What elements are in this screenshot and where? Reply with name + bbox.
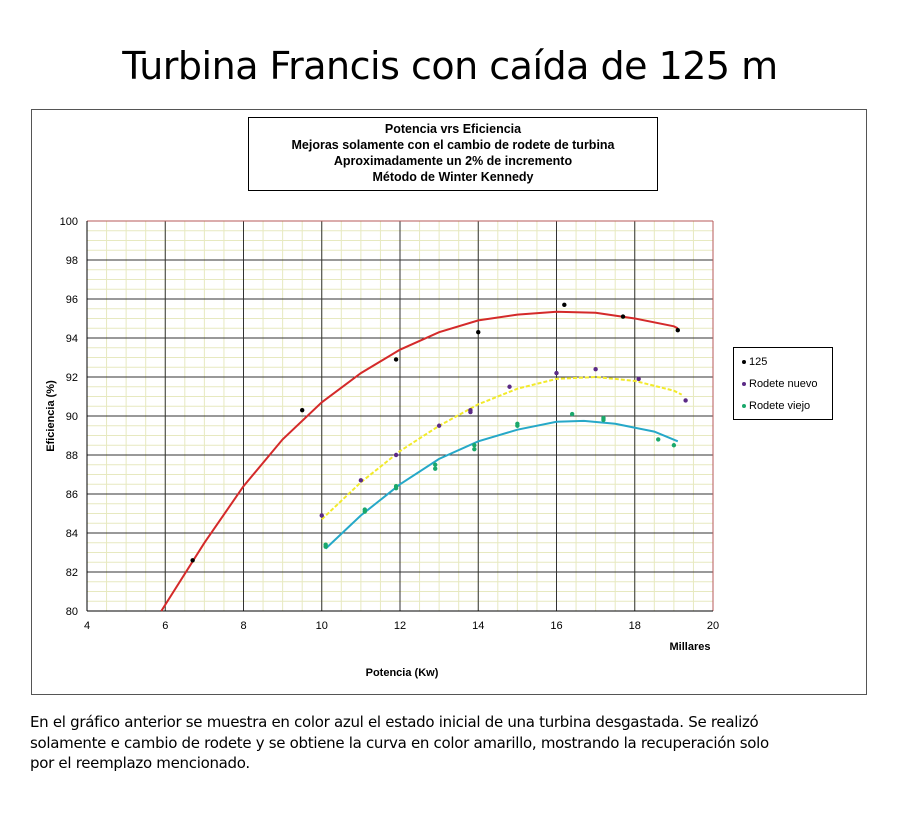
y-tick-label: 80 xyxy=(66,606,78,618)
trend-line-rodete-nuevo xyxy=(321,375,683,521)
x-tick-label: 4 xyxy=(84,620,90,632)
data-point-125 xyxy=(562,302,567,308)
y-tick-label: 100 xyxy=(60,216,78,228)
data-point-rodete-nuevo xyxy=(507,384,512,389)
x-tick-label: 6 xyxy=(162,620,168,632)
y-tick-label: 98 xyxy=(66,255,78,267)
legend-marker-icon xyxy=(742,382,746,387)
data-point-rodete-viejo xyxy=(433,462,438,467)
data-point-125 xyxy=(190,558,195,563)
x-tick-label: 8 xyxy=(240,620,246,632)
legend-marker-icon xyxy=(742,404,746,409)
caption-line-1: En el gráfico anterior se muestra en col… xyxy=(30,713,759,731)
data-point-rodete-viejo xyxy=(323,544,328,549)
chart-legend: 125 Rodete nuevo Rodete viejo xyxy=(733,347,833,420)
chart-title-line-2: Mejoras solamente con el cambio de rodet… xyxy=(291,138,615,152)
chart-title-line-1: Potencia vrs Eficiencia xyxy=(384,122,522,136)
data-point-rodete-viejo xyxy=(393,484,399,489)
data-point-rodete-nuevo xyxy=(683,398,688,403)
data-point-rodete-viejo xyxy=(656,437,661,442)
x-tick-label: 10 xyxy=(316,620,328,632)
data-point-125 xyxy=(476,329,481,335)
data-point-125 xyxy=(620,314,626,319)
x-tick-label: 16 xyxy=(550,620,562,632)
data-point-rodete-nuevo xyxy=(358,478,364,483)
x-tick-label: 14 xyxy=(472,620,484,632)
caption-line-3: por el reemplazo mencionado. xyxy=(30,754,250,772)
y-axis-title: Eficiencia (%) xyxy=(45,380,57,452)
chart-title-box: Potencia vrs Eficiencia Mejoras solament… xyxy=(248,117,658,191)
x-axis-title: Potencia (Kw) xyxy=(366,667,439,679)
caption-text: En el gráfico anterior se muestra en col… xyxy=(30,712,875,774)
data-point-rodete-viejo xyxy=(569,411,575,417)
x-tick-label: 18 xyxy=(629,620,641,632)
data-point-rodete-nuevo xyxy=(436,423,442,428)
chart-title-line-3: Aproximadamente un 2% de incremento xyxy=(333,154,573,168)
page-title: Turbina Francis con caída de 125 m xyxy=(122,44,778,88)
data-point-rodete-viejo xyxy=(671,443,677,448)
trend-line-rodete-viejo xyxy=(325,419,679,550)
legend-label-rodete-viejo: Rodete viejo xyxy=(749,400,811,412)
data-point-rodete-nuevo xyxy=(593,367,598,372)
legend-item-rodete-viejo: Rodete viejo xyxy=(742,400,810,412)
data-point-rodete-nuevo xyxy=(554,370,559,376)
x-tick-label: 12 xyxy=(394,620,406,632)
data-point-rodete-nuevo xyxy=(468,409,473,415)
legend-label-rodete-nuevo: Rodete nuevo xyxy=(749,378,818,390)
y-tick-label: 96 xyxy=(66,294,78,306)
y-tick-label: 88 xyxy=(66,450,78,462)
data-point-rodete-viejo xyxy=(362,507,367,512)
legend-item-rodete-nuevo: Rodete nuevo xyxy=(742,378,818,390)
data-point-rodete-viejo xyxy=(433,466,438,471)
legend-marker-icon xyxy=(742,360,746,365)
y-tick-label: 92 xyxy=(66,372,78,384)
data-point-125 xyxy=(675,328,680,333)
data-point-125 xyxy=(393,357,399,362)
chart-frame xyxy=(31,109,867,695)
chart-title-line-4: Método de Winter Kennedy xyxy=(372,170,534,184)
y-tick-label: 86 xyxy=(66,489,78,501)
legend-label-125: 125 xyxy=(749,356,768,368)
y-tick-label: 90 xyxy=(66,411,78,423)
x-axis-unit-label: Millares xyxy=(670,641,711,653)
data-point-rodete-viejo xyxy=(472,443,477,448)
data-point-rodete-nuevo xyxy=(319,513,324,518)
data-point-125 xyxy=(299,407,305,413)
y-tick-label: 94 xyxy=(66,333,78,345)
data-point-rodete-viejo xyxy=(601,415,606,421)
caption-line-2: solamente e cambio de rodete y se obtien… xyxy=(30,733,769,752)
data-point-rodete-viejo xyxy=(515,423,520,428)
data-point-rodete-viejo xyxy=(472,446,477,452)
legend-item-125: 125 xyxy=(742,356,767,368)
data-point-rodete-nuevo xyxy=(393,452,399,458)
data-point-rodete-nuevo xyxy=(636,376,641,382)
x-tick-label: 20 xyxy=(707,620,719,632)
y-tick-label: 84 xyxy=(66,528,78,540)
y-tick-label: 82 xyxy=(66,567,78,579)
